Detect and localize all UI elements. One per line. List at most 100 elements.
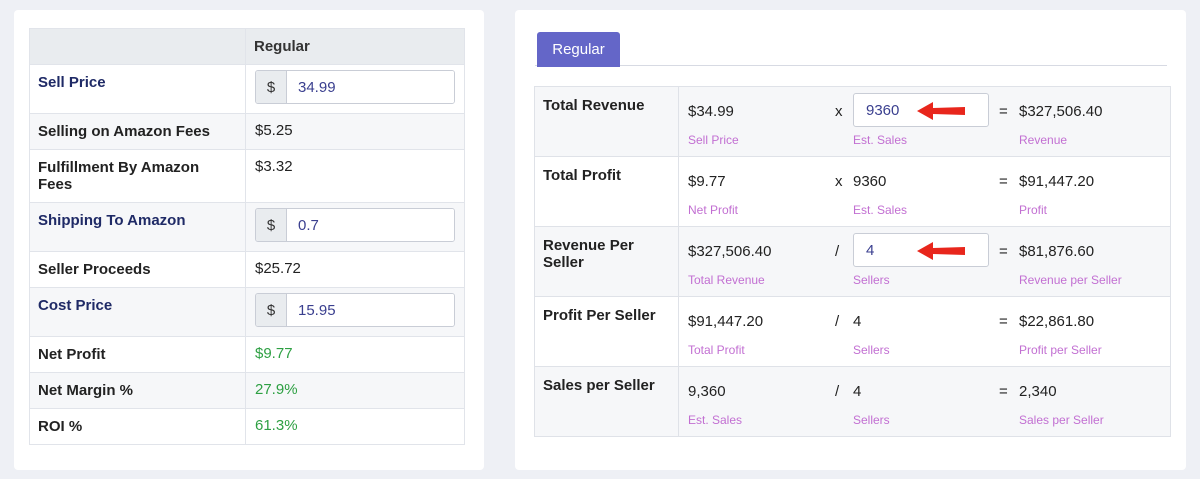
tab-regular[interactable]: Regular (537, 32, 620, 67)
revenue-per-seller-equals: = (999, 243, 1008, 260)
currency-addon: $ (256, 294, 287, 326)
table-row: Selling on Amazon Fees $5.25 (29, 113, 465, 150)
net-profit-value: $9.77 (245, 336, 465, 373)
fee-table-header: Regular (29, 28, 465, 65)
revenue-per-seller-a-sublabel: Total Revenue (688, 273, 765, 287)
profit-per-seller-cell: $91,447.20 Total Profit / 4 Sellers = $22,861.… (678, 296, 1171, 367)
total-profit-result-sublabel: Profit (1019, 203, 1048, 217)
sales-per-seller-label: Sales per Seller (534, 366, 679, 437)
table-row: Total Revenue $34.99 Sell Price x 9360 Est. S… (534, 86, 1171, 157)
total-revenue-operator: x (835, 103, 843, 120)
table-row: Net Profit $9.77 (29, 336, 465, 373)
total-profit-b-value: 9360 (853, 173, 887, 190)
regular-column-header: Regular (245, 28, 465, 65)
fba-fees-label: Fulfillment By Amazon Fees (29, 149, 246, 203)
cost-price-field[interactable]: $15.95 (255, 293, 455, 327)
total-revenue-result: $327,506.40 (1019, 103, 1103, 120)
sales-per-seller-equals: = (999, 383, 1008, 400)
table-row: ROI % 61.3% (29, 408, 465, 445)
total-revenue-a-value: $34.99 (688, 103, 734, 120)
profit-per-seller-a-value: $91,447.20 (688, 313, 764, 330)
profit-per-seller-label: Profit Per Seller (534, 296, 679, 367)
table-row: Profit Per Seller $91,447.20 Total Profit /… (534, 296, 1171, 367)
revenue-per-seller-a-value: $327,506.40 (688, 243, 772, 260)
sales-per-seller-cell: 9,360 Est. Sales / 4 Sellers = 2,340 Sales per … (678, 366, 1171, 437)
total-profit-b-sublabel: Est. Sales (853, 203, 908, 217)
total-revenue-input-value: 9360 (866, 101, 900, 119)
amazon-fees-value: $5.25 (245, 113, 465, 150)
total-profit-operator: x (835, 173, 843, 190)
cost-price-label: Cost Price (29, 287, 246, 337)
table-row: Fulfillment By Amazon Fees $3.32 (29, 149, 465, 203)
total-profit-a-sublabel: Net Profit (688, 203, 739, 217)
fba-fees-value: $3.32 (245, 149, 465, 203)
table-row: Sell Price $34.99 (29, 64, 465, 114)
currency-addon: $ (256, 209, 287, 241)
table-row: Shipping To Amazon $0.7 (29, 202, 465, 252)
currency-addon: $ (256, 71, 287, 103)
sales-per-seller-result: 2,340 (1019, 383, 1057, 400)
seller-proceeds-label: Seller Proceeds (29, 251, 246, 288)
sales-per-seller-a-sublabel: Est. Sales (688, 413, 743, 427)
profit-per-seller-operator: / (835, 313, 840, 330)
total-profit-result: $91,447.20 (1019, 173, 1095, 190)
total-revenue-a-sublabel: Sell Price (688, 133, 739, 147)
table-row: Total Profit $9.77 Net Profit x 9360 Est. Sal… (534, 156, 1171, 227)
table-row: Revenue Per Seller $327,506.40 Total Reven… (534, 226, 1171, 297)
revenue-per-seller-result: $81,876.60 (1019, 243, 1095, 260)
profit-per-seller-result-sublabel: Profit per Seller (1019, 343, 1102, 357)
amazon-fees-label: Selling on Amazon Fees (29, 113, 246, 150)
projection-table: Total Revenue $34.99 Sell Price x 9360 Est. S… (534, 86, 1171, 437)
total-profit-a-value: $9.77 (688, 173, 726, 190)
sales-per-seller-operator: / (835, 383, 840, 400)
table-row: Seller Proceeds $25.72 (29, 251, 465, 288)
profit-per-seller-result: $22,861.80 (1019, 313, 1095, 330)
red-arrow-icon (917, 102, 965, 120)
revenue-per-seller-label: Revenue Per Seller (534, 226, 679, 297)
total-revenue-b-sublabel: Est. Sales (853, 133, 908, 147)
projection-card: Regular Total Revenue $34.99 Sell Price x 93… (515, 10, 1186, 470)
roi-label: ROI % (29, 408, 246, 445)
tab-bar: Regular (535, 32, 1167, 67)
revenue-per-seller-b-sublabel: Sellers (853, 273, 890, 287)
sales-per-seller-result-sublabel: Sales per Seller (1019, 413, 1104, 427)
profit-per-seller-a-sublabel: Total Profit (688, 343, 745, 357)
sell-price-label: Sell Price (29, 64, 246, 114)
table-row: Cost Price $15.95 (29, 287, 465, 337)
total-revenue-label: Total Revenue (534, 86, 679, 157)
net-margin-value: 27.9% (245, 372, 465, 409)
total-revenue-result-sublabel: Revenue (1019, 133, 1068, 147)
sales-per-seller-b-value: 4 (853, 383, 862, 400)
revenue-per-seller-input-value: 4 (866, 241, 875, 259)
revenue-per-seller-input[interactable]: 4 (853, 233, 989, 267)
profit-per-seller-b-value: 4 (853, 313, 862, 330)
total-profit-equals: = (999, 173, 1008, 190)
cost-price-input[interactable]: 15.95 (287, 294, 454, 326)
table-row: Sales per Seller 9,360 Est. Sales / 4 Sellers… (534, 366, 1171, 437)
shipping-input[interactable]: 0.7 (287, 209, 454, 241)
revenue-per-seller-operator: / (835, 243, 840, 260)
seller-proceeds-value: $25.72 (245, 251, 465, 288)
total-revenue-equals: = (999, 103, 1008, 120)
profit-per-seller-b-sublabel: Sellers (853, 343, 890, 357)
revenue-per-seller-cell: $327,506.40 Total Revenue / 4 Sellers = $81,87… (678, 226, 1171, 297)
shipping-field[interactable]: $0.7 (255, 208, 455, 242)
red-arrow-icon (917, 242, 965, 260)
revenue-per-seller-result-sublabel: Revenue per Seller (1019, 273, 1122, 287)
sell-price-field[interactable]: $34.99 (255, 70, 455, 104)
shipping-label: Shipping To Amazon (29, 202, 246, 252)
total-revenue-input[interactable]: 9360 (853, 93, 989, 127)
label-column-header (29, 28, 246, 65)
fee-table: Regular Sell Price $34.99 Selling on Ama… (29, 28, 465, 445)
sales-per-seller-b-sublabel: Sellers (853, 413, 890, 427)
sales-per-seller-a-value: 9,360 (688, 383, 726, 400)
total-revenue-cell: $34.99 Sell Price x 9360 Est. Sales = $327,506… (678, 86, 1171, 157)
total-profit-label: Total Profit (534, 156, 679, 227)
total-profit-cell: $9.77 Net Profit x 9360 Est. Sales = $91,447.2… (678, 156, 1171, 227)
roi-value: 61.3% (245, 408, 465, 445)
calculator-card: Regular Sell Price $34.99 Selling on Ama… (14, 10, 484, 470)
profit-per-seller-equals: = (999, 313, 1008, 330)
sell-price-input[interactable]: 34.99 (287, 71, 454, 103)
net-profit-label: Net Profit (29, 336, 246, 373)
table-row: Net Margin % 27.9% (29, 372, 465, 409)
